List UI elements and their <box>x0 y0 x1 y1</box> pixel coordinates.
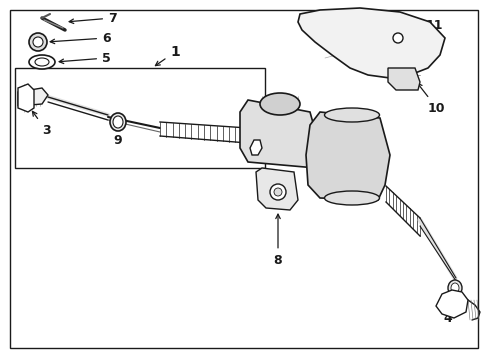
Text: 1: 1 <box>155 45 180 66</box>
Polygon shape <box>240 100 320 168</box>
Polygon shape <box>298 8 445 78</box>
Text: 10: 10 <box>417 83 445 114</box>
Ellipse shape <box>110 113 126 131</box>
Text: 6: 6 <box>50 32 111 45</box>
Circle shape <box>274 188 282 196</box>
Text: 11: 11 <box>402 18 443 37</box>
Polygon shape <box>256 168 298 210</box>
Text: 8: 8 <box>274 214 282 266</box>
Ellipse shape <box>324 191 379 205</box>
Ellipse shape <box>448 280 462 296</box>
Ellipse shape <box>113 116 123 128</box>
Text: 3: 3 <box>32 111 50 136</box>
Text: 4: 4 <box>443 299 455 324</box>
Circle shape <box>270 184 286 200</box>
Circle shape <box>29 33 47 51</box>
Ellipse shape <box>451 283 459 293</box>
Polygon shape <box>306 112 390 200</box>
Polygon shape <box>436 290 468 318</box>
Text: 7: 7 <box>69 12 117 24</box>
Circle shape <box>393 33 403 43</box>
Ellipse shape <box>260 93 300 115</box>
Text: 9: 9 <box>114 126 122 147</box>
Text: 2: 2 <box>262 141 297 154</box>
Ellipse shape <box>324 108 379 122</box>
Bar <box>15 68 265 168</box>
Polygon shape <box>18 88 48 106</box>
Ellipse shape <box>35 58 49 66</box>
Circle shape <box>33 37 43 47</box>
Polygon shape <box>250 140 262 155</box>
Polygon shape <box>18 84 34 112</box>
Text: 5: 5 <box>59 51 111 64</box>
Polygon shape <box>388 68 420 90</box>
Ellipse shape <box>29 55 55 69</box>
